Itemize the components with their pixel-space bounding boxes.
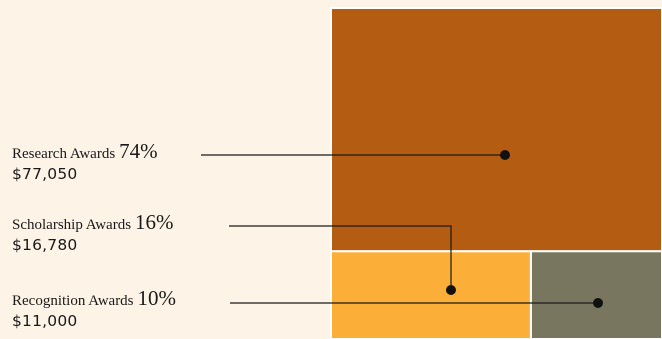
category-amount-recognition: $11,000 xyxy=(12,312,78,330)
leader-lines xyxy=(201,150,603,308)
tile-recognition xyxy=(529,250,662,339)
category-percent-scholarship: 16% xyxy=(135,210,174,234)
label-research: Research Awards 74% $77,050 xyxy=(12,139,158,183)
category-name-recognition: Recognition Awards xyxy=(12,293,134,309)
leader-dot-scholarship xyxy=(446,285,456,295)
category-amount-research: $77,050 xyxy=(12,165,78,183)
leader-dot-recognition xyxy=(593,298,603,308)
category-name-research: Research Awards xyxy=(12,146,116,162)
category-amount-scholarship: $16,780 xyxy=(12,236,78,254)
category-percent-research: 74% xyxy=(119,139,158,163)
tile-scholarship xyxy=(330,250,532,339)
label-scholarship: Scholarship Awards 16% $16,780 xyxy=(12,210,174,254)
label-recognition: Recognition Awards 10% $11,000 xyxy=(12,286,176,330)
category-percent-recognition: 10% xyxy=(137,286,177,310)
category-name-scholarship: Scholarship Awards xyxy=(12,217,132,233)
tile-research xyxy=(330,7,662,253)
leader-dot-research xyxy=(500,150,510,160)
leader-line-scholarship xyxy=(229,225,452,290)
treemap-tiles xyxy=(330,7,662,339)
